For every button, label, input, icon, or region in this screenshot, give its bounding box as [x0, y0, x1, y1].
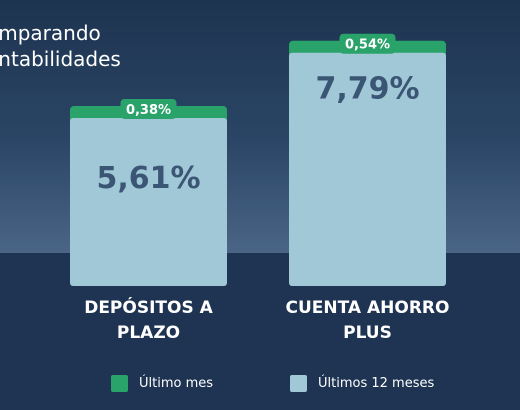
bar-monthly-tag-1 — [120, 98, 177, 119]
legend: Último mes Últimos 12 meses — [0, 372, 520, 394]
chart-title-line-2: entabilidades — [0, 47, 121, 71]
category-label-2-line-1: CUENTA AHORRO — [286, 298, 450, 318]
bar-annual-2 — [289, 52, 446, 286]
bar-annual-value-label-1: 5,61% — [96, 161, 200, 196]
legend-swatch-annual — [290, 374, 307, 392]
legend-item-annual: Últimos 12 meses — [290, 372, 434, 394]
category-label-1-line-2: PLAZO — [117, 323, 180, 343]
category-label-2-line-2: PLUS — [343, 323, 392, 343]
bar-annual-1 — [70, 117, 227, 286]
legend-item-monthly: Último mes — [111, 372, 213, 394]
bar-monthly-value-label-1: 0,38% — [126, 103, 171, 118]
bar-monthly-tag-2 — [339, 33, 396, 54]
legend-swatch-monthly — [111, 374, 128, 392]
legend-label-annual: Últimos 12 meses — [318, 375, 435, 391]
category-label-1-line-1: DEPÓSITOS A — [84, 296, 213, 318]
chart-title: omparando entabilidades — [0, 20, 121, 72]
bar-annual-value-label-2: 7,79% — [315, 72, 419, 107]
legend-label-monthly: Último mes — [139, 375, 214, 391]
chart-title-line-1: omparando — [0, 21, 101, 45]
bar-monthly-value-label-2: 0,54% — [345, 38, 390, 53]
